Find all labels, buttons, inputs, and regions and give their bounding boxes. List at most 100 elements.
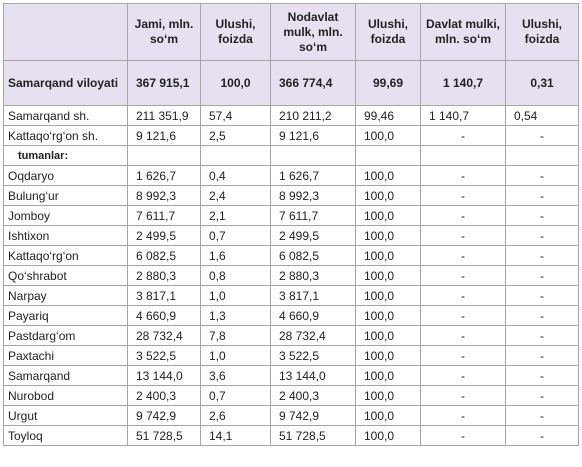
cell: - [420, 385, 506, 406]
cell: 0,7 [200, 225, 271, 246]
total-cell: 1 140,7 [420, 60, 506, 106]
cell: - [505, 405, 579, 426]
cell: 9 121,6 [127, 125, 201, 146]
header-cell: Nodavlat mulk, mln. so‘m [270, 3, 356, 61]
table-row: Bulung‘ur 8 992,3 2,4 8 992,3 100,0- - [3, 185, 579, 206]
cell: - [420, 205, 506, 226]
header-cell: Davlat mulki, mln. so‘m [420, 3, 506, 61]
cell: 100,0 [355, 305, 421, 326]
cell: - [420, 365, 506, 386]
cell: 3 817,1 [270, 285, 356, 306]
cell: 7 611,7 [127, 205, 201, 226]
cell: Qo‘shrabot [3, 265, 128, 286]
cell: - [505, 305, 579, 326]
cell: - [420, 345, 506, 366]
cell: 99,46 [355, 105, 421, 126]
cell: - [505, 125, 579, 146]
cell: - [505, 385, 579, 406]
empty-cell [270, 145, 356, 166]
cell: tumanlar: [3, 145, 128, 166]
cell: 100,0 [355, 285, 421, 306]
cell: 100,0 [355, 385, 421, 406]
cell: 7,8 [200, 325, 271, 346]
cell: Samarqand [3, 365, 128, 386]
table-row: Paxtachi 3 522,5 1,0 3 522,5 100,0- - [3, 345, 579, 366]
cell: 2 880,3 [127, 265, 201, 286]
cell: 28 732,4 [127, 325, 201, 346]
cell: - [505, 285, 579, 306]
cell: 100,0 [355, 185, 421, 206]
cell: 2 499,5 [270, 225, 356, 246]
table-row: Nurobod 2 400,3 0,7 2 400,3 100,0- - [3, 385, 579, 406]
cell: Ishtixon [3, 225, 128, 246]
cell: - [505, 425, 579, 446]
cell: 8 992,3 [270, 185, 356, 206]
cell: 1,3 [200, 305, 271, 326]
cell: 9 742,9 [270, 405, 356, 426]
cell: 100,0 [355, 125, 421, 146]
cell: - [505, 225, 579, 246]
cell: 2 499,5 [127, 225, 201, 246]
cell: Nurobod [3, 385, 128, 406]
cell: 6 082,5 [127, 245, 201, 266]
empty-cell [355, 145, 421, 166]
header-cell: Ulushi, foizda [505, 3, 579, 61]
cell: - [420, 225, 506, 246]
cell: - [420, 325, 506, 346]
cell: 4 660,9 [270, 305, 356, 326]
cell: Samarqand sh. [3, 105, 128, 126]
cell: 2,1 [200, 205, 271, 226]
cell: 13 144,0 [127, 365, 201, 386]
table-row: Samarqand sh. 211 351,9 57,4 210 211,2 99,46… [3, 105, 579, 126]
cell: 28 732,4 [270, 325, 356, 346]
header-cell [3, 3, 128, 61]
cell: 1 626,7 [270, 165, 356, 186]
cell: - [505, 345, 579, 366]
cell: - [420, 185, 506, 206]
cell: - [420, 125, 506, 146]
cell: 100,0 [355, 405, 421, 426]
cell: Narpay [3, 285, 128, 306]
table-row: Kattaqo‘rg‘on sh. 9 121,6 2,5 9 121,6 100,0-… [3, 125, 579, 146]
cell: - [505, 265, 579, 286]
table-row: Toyloq 51 728,5 14,1 51 728,5 100,0- - [3, 425, 579, 446]
total-cell: 100,0 [200, 60, 271, 106]
cell: - [420, 425, 506, 446]
cell: Bulung‘ur [3, 185, 128, 206]
header-cell: Ulushi, foizda [200, 3, 271, 61]
cell: Oqdaryo [3, 165, 128, 186]
table-row: Ishtixon 2 499,5 0,7 2 499,5 100,0- - [3, 225, 579, 246]
cell: - [505, 245, 579, 266]
cell: Toyloq [3, 425, 128, 446]
cell: 100,0 [355, 365, 421, 386]
cell: 1 626,7 [127, 165, 201, 186]
table-row: Qo‘shrabot 2 880,3 0,8 2 880,3 100,0- - [3, 265, 579, 286]
cell: 100,0 [355, 345, 421, 366]
cell: 3 522,5 [127, 345, 201, 366]
cell: 2,5 [200, 125, 271, 146]
cell: Paxtachi [3, 345, 128, 366]
total-row: Samarqand viloyati 367 915,1 100,0 366 774,… [3, 60, 579, 106]
table-row: Payariq 4 660,9 1,3 4 660,9 100,0- - [3, 305, 579, 326]
cell: 9 742,9 [127, 405, 201, 426]
table-row: tumanlar: [3, 145, 579, 166]
cell: 100,0 [355, 245, 421, 266]
table-row: Kattaqo‘rg‘on 6 082,5 1,6 6 082,5 100,0- - [3, 245, 579, 266]
header-cell: Jami, mln. so‘m [127, 3, 201, 61]
cell: 2 400,3 [270, 385, 356, 406]
table-row: Urgut 9 742,9 2,6 9 742,9 100,0- - [3, 405, 579, 426]
cell: - [505, 205, 579, 226]
cell: 2 880,3 [270, 265, 356, 286]
table-row: Samarqand 13 144,0 3,6 13 144,0 100,0- - [3, 365, 579, 386]
header-row: Jami, mln. so‘m Ulushi, foizda Nodavlat mu… [3, 3, 579, 61]
cell: 2,6 [200, 405, 271, 426]
cell: 211 351,9 [127, 105, 201, 126]
table-row: Oqdaryo 1 626,7 0,4 1 626,7 100,0- - [3, 165, 579, 186]
cell: Pastdarg‘om [3, 325, 128, 346]
cell: - [420, 165, 506, 186]
cell: Kattaqo‘rg‘on [3, 245, 128, 266]
cell: Urgut [3, 405, 128, 426]
cell: 2 400,3 [127, 385, 201, 406]
cell: - [420, 285, 506, 306]
cell: 0,4 [200, 165, 271, 186]
